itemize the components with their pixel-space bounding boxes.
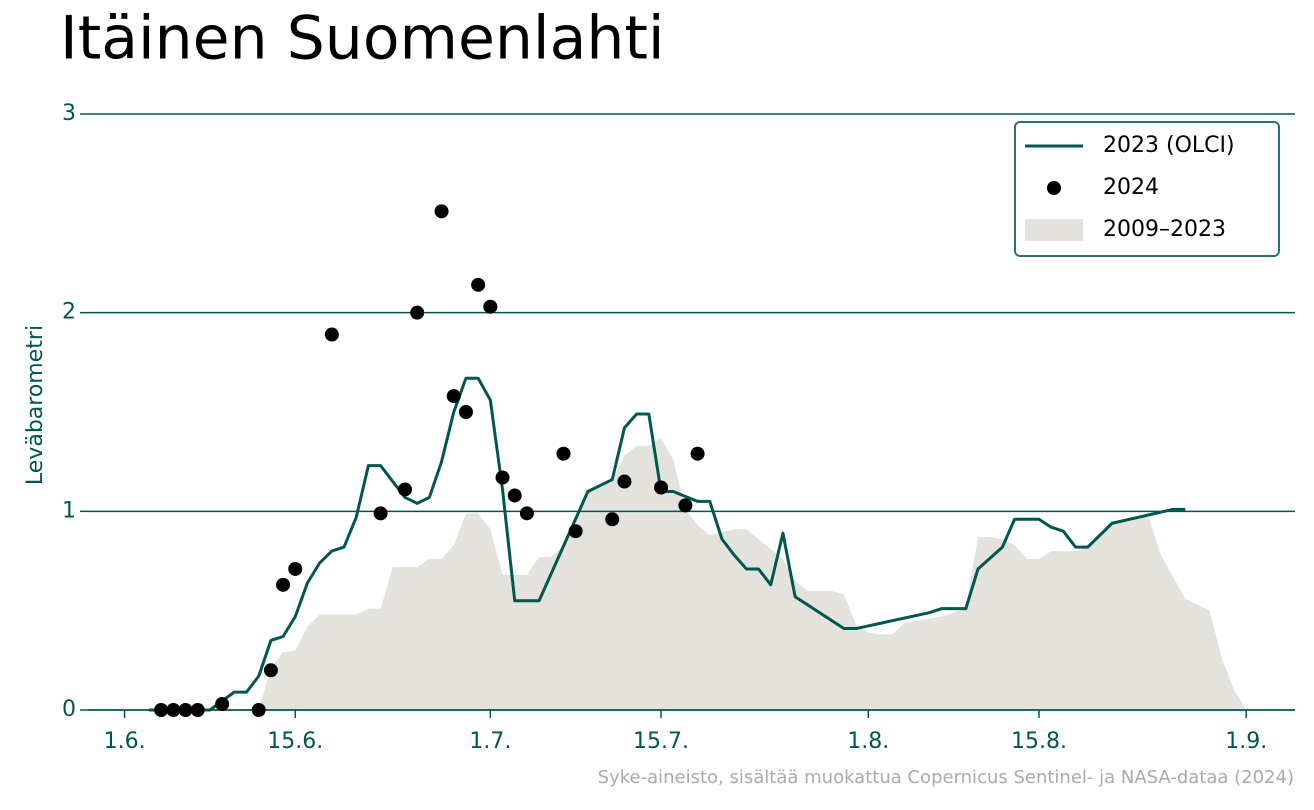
x-tick-label: 15.8. [1011, 729, 1067, 754]
line [148, 376, 1186, 712]
point [288, 561, 303, 576]
x-tick-label: 1.7. [469, 729, 511, 754]
point [154, 703, 169, 717]
point [654, 480, 669, 495]
point [519, 506, 534, 521]
legend-label: 2009–2023 [1103, 217, 1226, 242]
legend-swatch [1047, 181, 1061, 195]
point [605, 512, 620, 527]
grid-layer: 0 1 2 3 1.6. 15.6. 1.7. 15.7. 1.8. 15.8. 1.9. [62, 101, 1295, 754]
area-layer [258, 437, 1247, 710]
x-tick-label: 1.8. [847, 729, 889, 754]
legend-swatch [1025, 219, 1083, 241]
point [178, 703, 193, 717]
point [507, 488, 522, 503]
legend-label: 2024 [1103, 175, 1159, 200]
point [276, 577, 291, 592]
y-tick-label: 0 [62, 697, 76, 722]
source-note: Syke-aineisto, sisältää muokattua Copern… [598, 767, 1294, 788]
point [263, 663, 278, 678]
point [446, 389, 461, 404]
point [458, 405, 473, 419]
area [258, 437, 1247, 710]
point [471, 277, 486, 292]
legend: 2023 (OLCI) 2024 2009–2023 [1014, 121, 1280, 257]
chart-title: Itäinen Suomenlahti [60, 4, 665, 74]
point [166, 703, 181, 717]
point [251, 703, 266, 717]
x-tick-label: 15.7. [633, 729, 689, 754]
y-tick-label: 3 [62, 101, 76, 126]
point [434, 204, 449, 219]
y-tick-label: 1 [62, 498, 76, 523]
point [690, 446, 705, 461]
x-tick-label: 1.9. [1225, 729, 1267, 754]
point [397, 482, 412, 497]
point [324, 327, 339, 342]
data-layer [148, 204, 1186, 717]
x-tick-label: 1.6. [104, 729, 146, 754]
point [483, 299, 498, 314]
x-tick-label: 15.6. [267, 729, 323, 754]
point [617, 474, 632, 489]
point [373, 506, 388, 521]
point [495, 470, 510, 485]
point [410, 305, 425, 320]
point [215, 697, 230, 712]
point [568, 524, 583, 539]
point [190, 703, 205, 717]
y-axis-label: Leväbarometri [23, 325, 48, 485]
y-tick-label: 2 [62, 300, 76, 325]
legend-label: 2023 (OLCI) [1103, 133, 1235, 158]
point [678, 498, 693, 513]
point [556, 446, 571, 461]
